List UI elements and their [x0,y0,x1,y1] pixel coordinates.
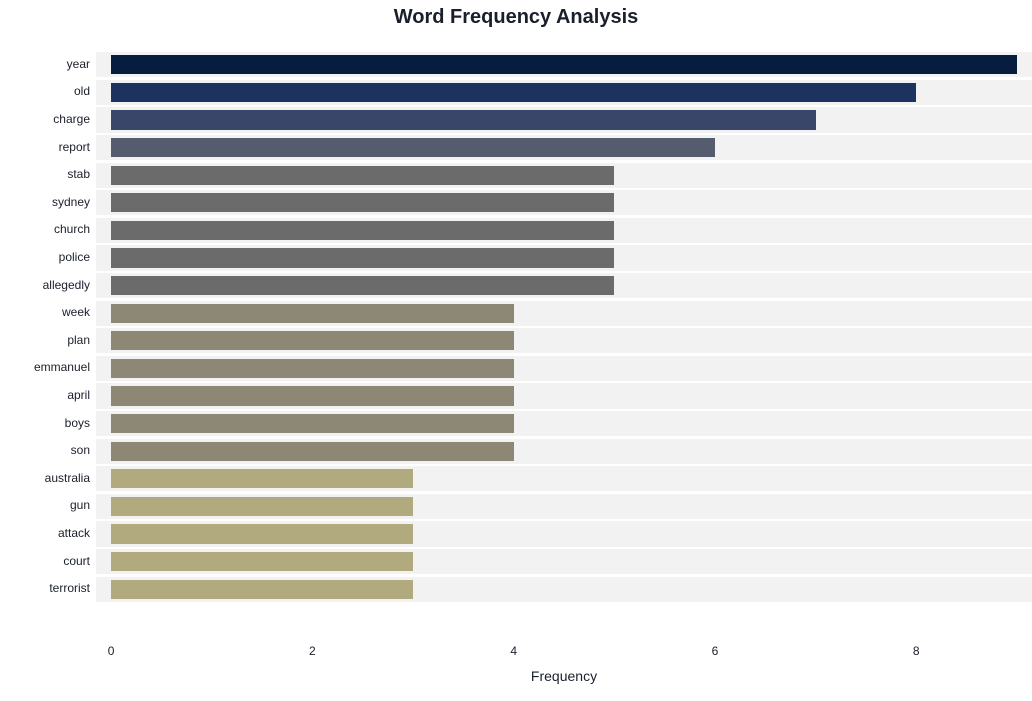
y-tick-label: week [0,305,90,319]
y-tick-label: emmanuel [0,360,90,374]
bar [111,55,1017,74]
y-tick-label: old [0,84,90,98]
bar [111,248,614,267]
bar [111,221,614,240]
y-tick-label: april [0,388,90,402]
y-tick-label: report [0,140,90,154]
y-tick-label: church [0,222,90,236]
x-tick-label: 8 [896,644,936,658]
x-tick-label: 6 [695,644,735,658]
x-tick-label: 4 [494,644,534,658]
y-tick-label: terrorist [0,581,90,595]
y-tick-label: charge [0,112,90,126]
x-tick-label: 0 [91,644,131,658]
y-tick-label: police [0,250,90,264]
bar [111,442,514,461]
word-frequency-chart: Word Frequency Analysis Frequency 0 2 4 6 8 y… [0,0,1032,701]
y-tick-label: boys [0,416,90,430]
plot-area [96,36,1032,636]
y-tick-label: plan [0,333,90,347]
bar [111,331,514,350]
bar [111,166,614,185]
bar [111,193,614,212]
bar [111,359,514,378]
bar [111,414,514,433]
y-tick-label: son [0,443,90,457]
chart-title: Word Frequency Analysis [0,6,1032,29]
y-tick-label: gun [0,498,90,512]
y-tick-label: year [0,57,90,71]
bar [111,304,514,323]
y-tick-label: allegedly [0,278,90,292]
y-tick-label: stab [0,167,90,181]
bar [111,83,916,102]
bar [111,110,816,129]
bar [111,524,413,543]
x-axis-label: Frequency [96,668,1032,684]
y-tick-label: sydney [0,195,90,209]
bar [111,386,514,405]
bar [111,580,413,599]
bar [111,138,715,157]
bar [111,276,614,295]
bar [111,552,413,571]
bar [111,469,413,488]
bar [111,497,413,516]
x-tick-label: 2 [292,644,332,658]
y-tick-label: court [0,554,90,568]
y-tick-label: australia [0,471,90,485]
y-tick-label: attack [0,526,90,540]
